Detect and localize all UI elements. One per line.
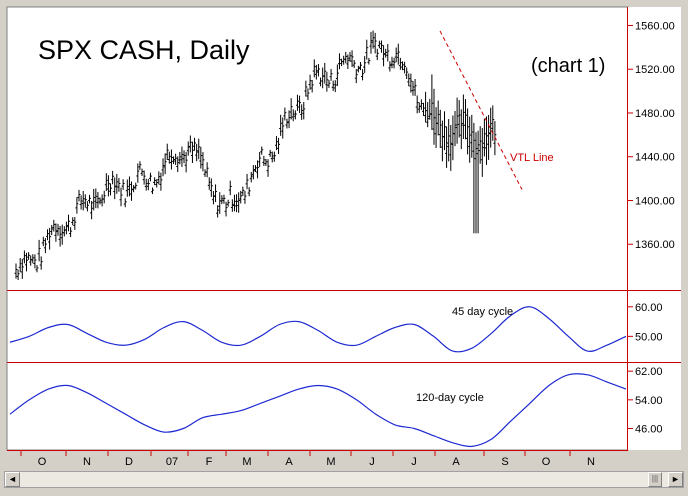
cycle-45-label: 45 day cycle [452, 306, 513, 318]
x-tick-label: J [369, 456, 375, 468]
horizontal-scrollbar[interactable]: ◄ ||| ► [4, 471, 684, 488]
vtl-line [439, 30, 523, 190]
chart-title: SPX CASH, Daily [38, 35, 250, 65]
y-tick-label: 1480.00 [635, 108, 675, 120]
x-tick-label: J [411, 456, 417, 468]
y-tick-label: 1360.00 [635, 239, 675, 251]
y-tick-label: 1520.00 [635, 64, 675, 76]
chart-canvas: 1360.00 1400.00 1440.00 1480.00 1520.00 1560.… [6, 6, 681, 468]
chart-number-label: (chart 1) [531, 55, 605, 77]
x-tick-label: M [326, 456, 335, 468]
scroll-left-icon[interactable]: ◄ [5, 472, 20, 487]
y-tick-label: 1400.00 [635, 195, 675, 207]
x-tick-label: A [285, 456, 293, 468]
y-tick-label: 1440.00 [635, 152, 675, 164]
x-tick-label: M [242, 456, 251, 468]
x-tick-label: O [38, 456, 47, 468]
x-tick-label: D [125, 456, 133, 468]
y-tick-label: 46.00 [635, 424, 663, 436]
scroll-right-icon[interactable]: ► [668, 472, 683, 487]
plot-area [6, 6, 629, 451]
y-axis-ticks: 1360.00 1400.00 1440.00 1480.00 1520.00 1560.… [627, 20, 675, 436]
y-tick-label: 1560.00 [635, 20, 675, 32]
x-tick-label: 07 [166, 456, 178, 468]
cycle-45-line [9, 306, 627, 353]
x-tick-label: O [542, 456, 551, 468]
vtl-label: VTL Line [510, 152, 554, 164]
x-tick-label: S [501, 456, 508, 468]
x-tick-label: F [206, 456, 213, 468]
scroll-thumb[interactable]: ||| [648, 472, 662, 487]
x-tick-label: A [452, 456, 460, 468]
x-tick-label: N [587, 456, 595, 468]
y-tick-label: 54.00 [635, 395, 663, 407]
cycle-lines [9, 306, 627, 448]
vtl-dashed-line [439, 30, 523, 190]
x-tick-label: N [83, 456, 91, 468]
cycle-120-label: 120-day cycle [416, 392, 484, 404]
cycle-120-line [9, 373, 627, 448]
y-tick-label: 60.00 [635, 302, 663, 314]
axis-area [628, 7, 681, 450]
y-tick-label: 50.00 [635, 331, 663, 343]
price-bars [14, 30, 497, 280]
x-axis-ticks: O N D 07 F M A M J J A S O N [20, 450, 595, 468]
y-tick-label: 62.00 [635, 366, 663, 378]
